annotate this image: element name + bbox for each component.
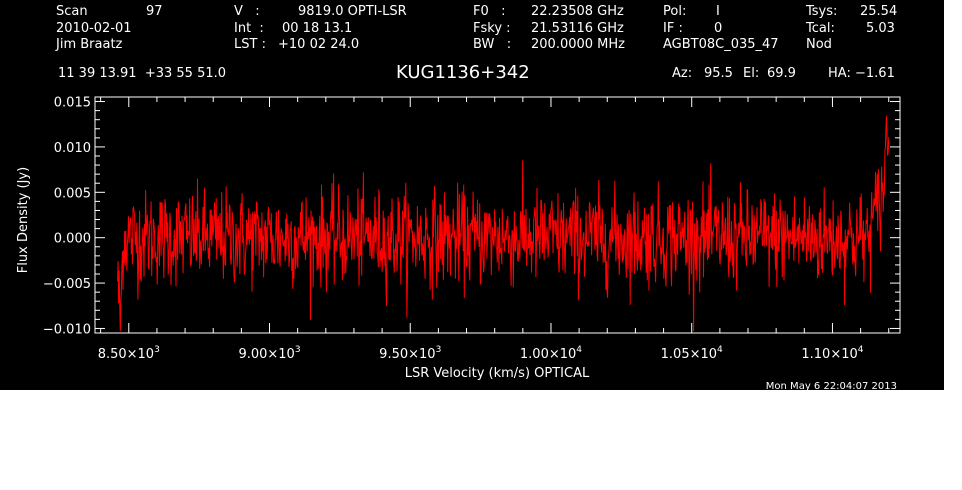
plot-timestamp: Mon May 6 22:04:07 2013 — [766, 381, 897, 390]
elevation-value: 69.9 — [767, 66, 796, 81]
y-axis-label: Flux Density (Jy) — [16, 167, 31, 273]
x-tick-label: 8.50×103 — [98, 345, 160, 362]
bandwidth-label: BW : — [473, 37, 512, 52]
y-tick-label: 0.005 — [54, 186, 91, 201]
tsys-value: 25.54 — [860, 4, 898, 19]
x-tick-label: 1.00×104 — [520, 345, 582, 362]
y-tick-label: 0.010 — [54, 141, 91, 156]
x-tick-label: 9.50×103 — [379, 345, 441, 362]
integration-value: 00 18 13.1 — [282, 21, 353, 36]
tcal-value: 5.03 — [866, 21, 895, 36]
if-value: 0 — [714, 21, 723, 36]
observation-date: 2010-02-01 — [56, 21, 132, 36]
ticks-layer: −0.010 −0.005 0.000 0.005 0.010 0.015 8.50×103… — [43, 96, 900, 362]
source-name: KUG1136+342 — [396, 62, 530, 83]
velocity-value: 9819.0 OPTI-LSR — [298, 4, 407, 19]
plot-panel: Scan 97 2010-02-01 Jim Braatz V : 9819.0… — [0, 0, 944, 390]
fsky-value: 21.53116 GHz — [531, 21, 624, 36]
spectrum-line — [117, 115, 890, 332]
elevation-label: El: — [743, 66, 760, 81]
y-tick-label: −0.010 — [43, 322, 91, 337]
observing-mode: Nod — [806, 37, 832, 52]
plot-frame — [94, 96, 901, 334]
lst-value: +10 02 24.0 — [278, 37, 360, 52]
hour-angle-label: HA: — [828, 66, 851, 81]
hour-angle-value: −1.61 — [855, 66, 895, 81]
if-label: IF : — [663, 21, 683, 36]
project-id: AGBT08C_035_47 — [663, 37, 779, 52]
x-axis-label: LSR Velocity (km/s) OPTICAL — [405, 366, 590, 381]
tcal-label: Tcal: — [806, 21, 835, 36]
observer-name: Jim Braatz — [56, 37, 123, 52]
f0-label: F0 : — [473, 4, 506, 19]
polarization-label: Pol: — [663, 4, 687, 19]
x-tick-label: 1.05×104 — [661, 345, 723, 362]
source-coordinates: 11 39 13.91 +33 55 51.0 — [58, 66, 227, 81]
scan-label: Scan — [56, 4, 88, 19]
y-tick-label: 0.015 — [54, 96, 91, 111]
polarization-value: I — [716, 4, 720, 19]
spectrum-chart: −0.010 −0.005 0.000 0.005 0.010 0.015 8.50×103… — [16, 96, 901, 390]
azimuth-label: Az: — [672, 66, 693, 81]
tsys-label: Tsys: — [806, 4, 838, 19]
velocity-label: V : — [234, 4, 260, 19]
integration-label: Int : — [234, 21, 264, 36]
f0-value: 22.23508 GHz — [531, 4, 624, 19]
bandwidth-value: 200.0000 MHz — [531, 37, 625, 52]
scan-value: 97 — [146, 4, 163, 19]
x-tick-label: 1.10×104 — [801, 345, 863, 362]
azimuth-value: 95.5 — [704, 66, 733, 81]
y-tick-label: 0.000 — [54, 232, 91, 247]
x-tick-label: 9.00×103 — [238, 345, 300, 362]
lst-label: LST : — [234, 37, 266, 52]
series-layer — [117, 115, 890, 332]
y-tick-label: −0.005 — [43, 277, 91, 292]
fsky-label: Fsky : — [473, 21, 511, 36]
